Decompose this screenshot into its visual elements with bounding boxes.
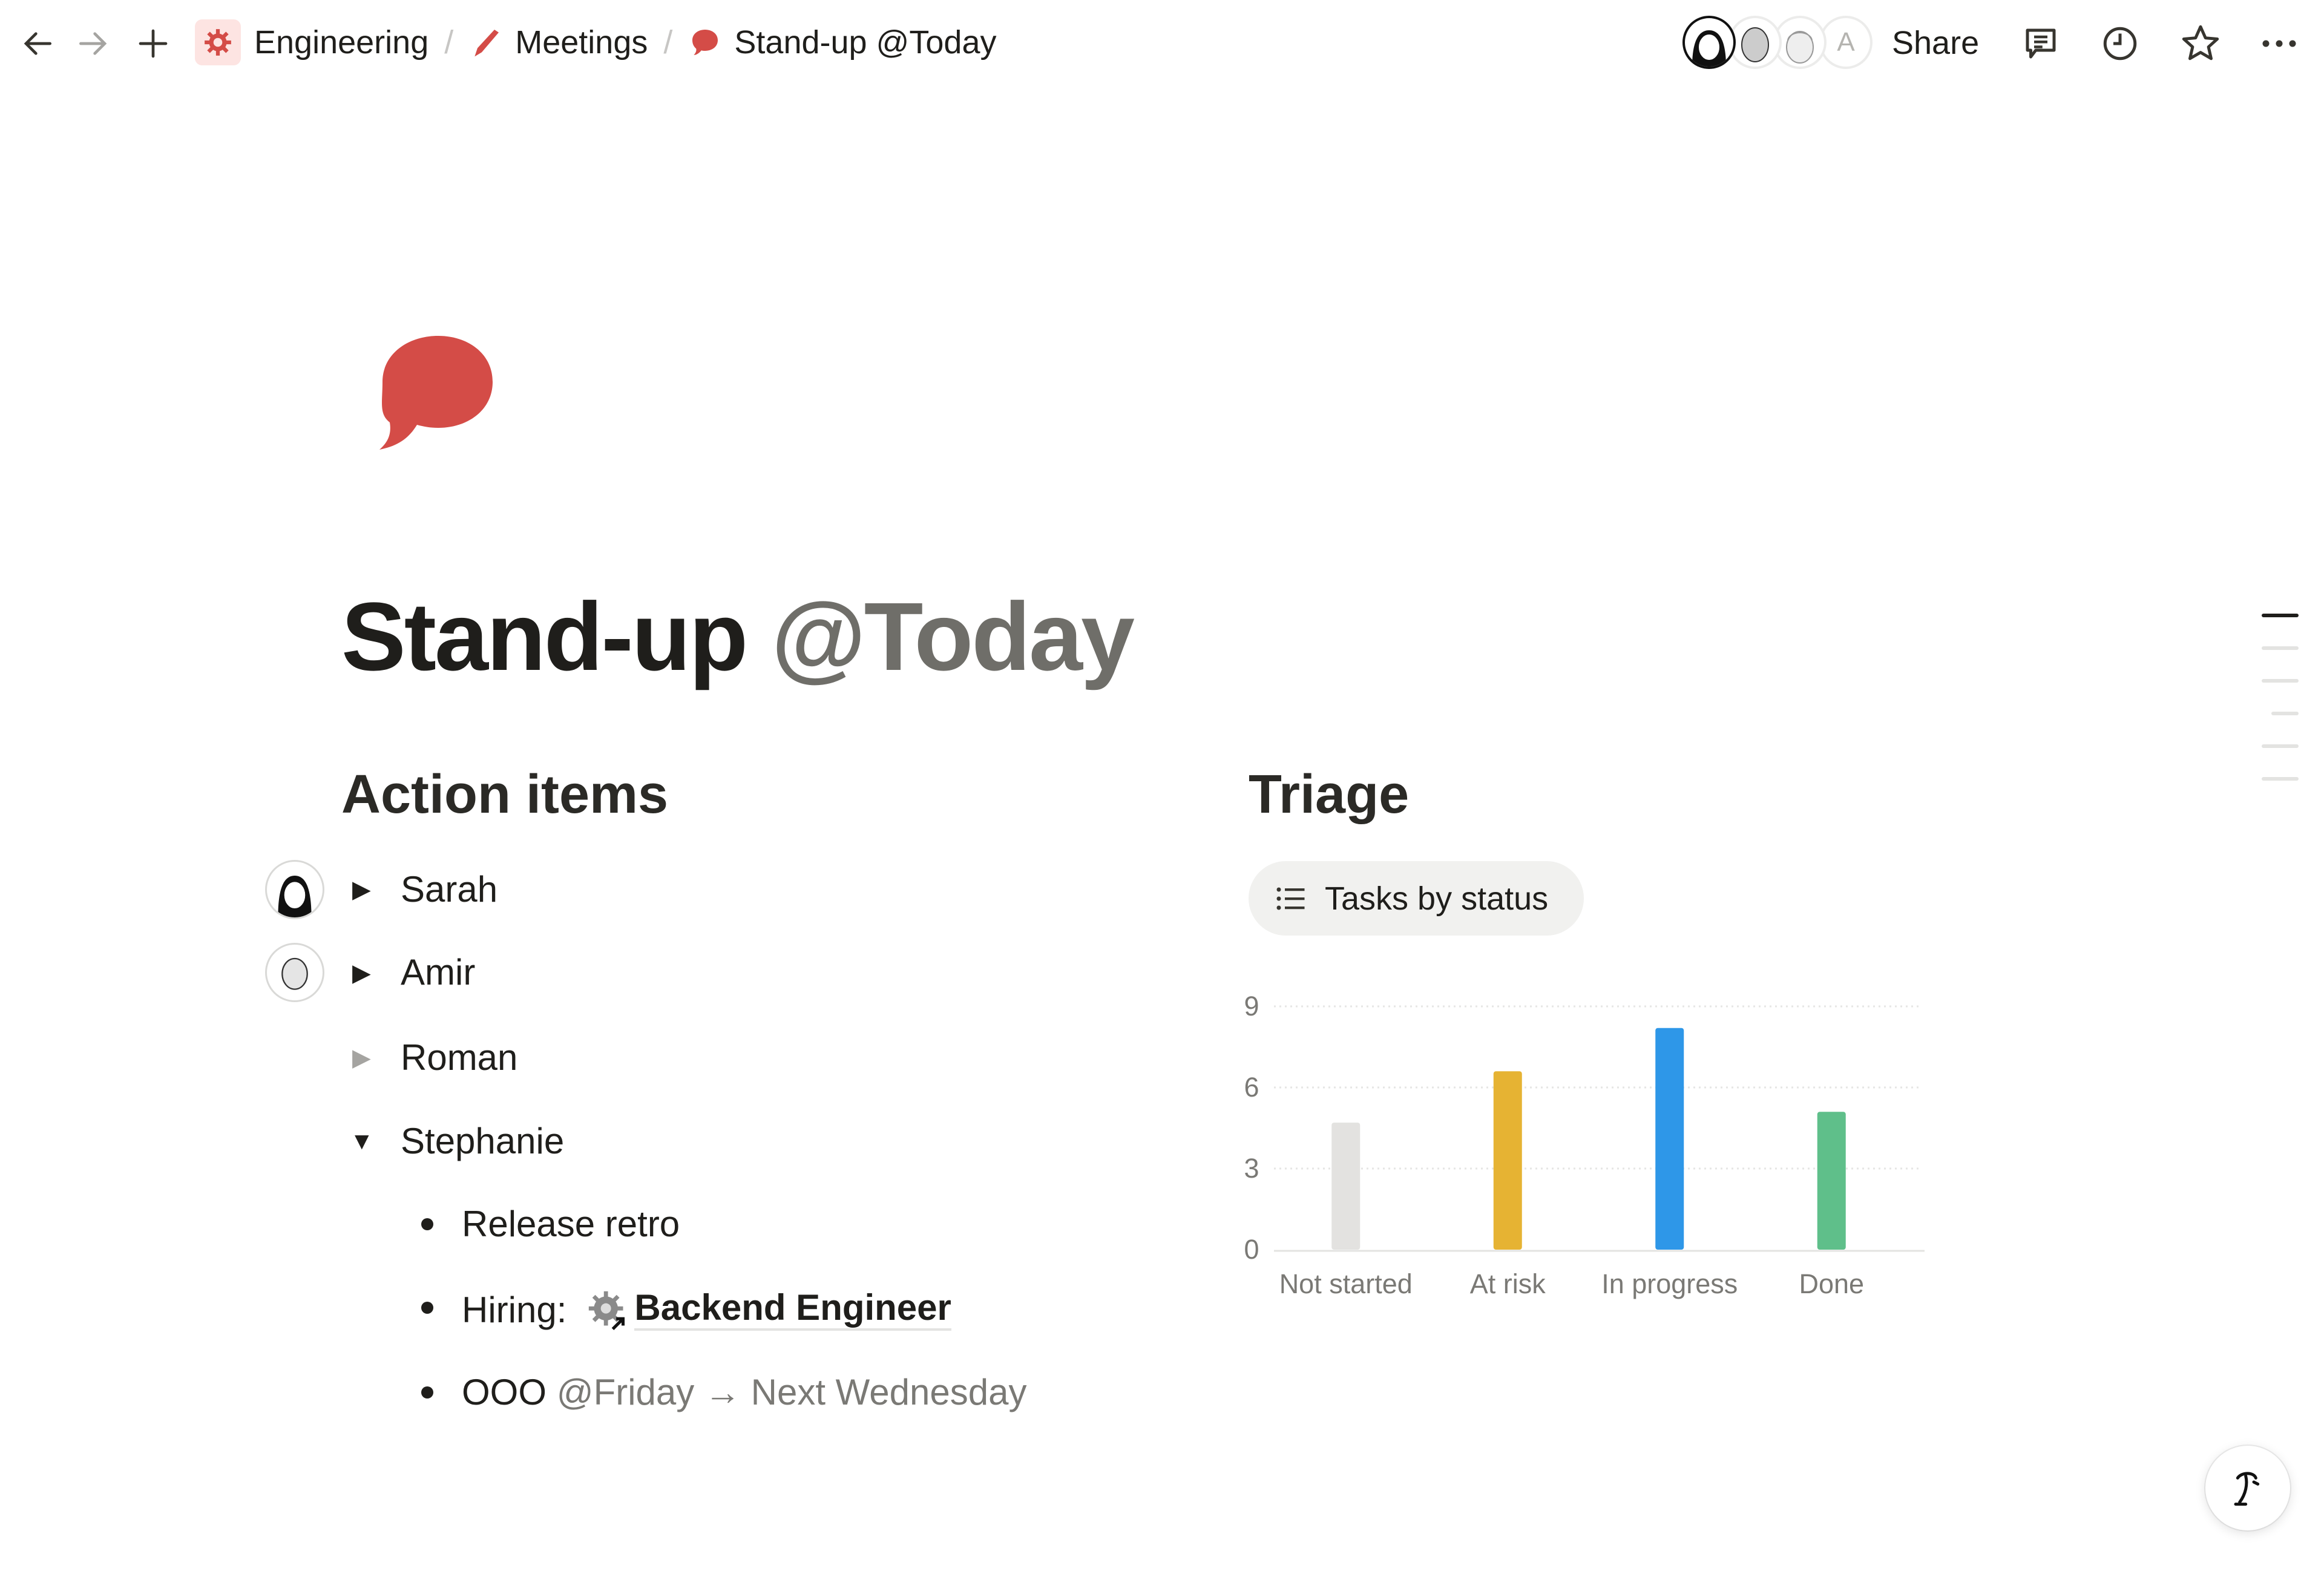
toggle-triangle-icon[interactable]: ▶ <box>352 960 371 986</box>
avatar <box>1728 16 1782 69</box>
speech-bubble-icon <box>692 30 718 55</box>
x-tick-label: Done <box>1799 1268 1864 1299</box>
avatar-amir <box>265 943 324 1002</box>
bullet-icon <box>421 1218 433 1230</box>
share-button[interactable]: Share <box>1892 25 1980 61</box>
bullet-icon <box>421 1386 433 1399</box>
bar-not-started <box>1331 1123 1361 1250</box>
arrow-right-icon: → <box>704 1372 741 1412</box>
breadcrumb-separator: / <box>444 24 454 61</box>
toggle-item-roman[interactable]: Roman <box>401 1037 518 1078</box>
toggle-triangle-expanded-icon[interactable]: ▼ <box>350 1128 374 1155</box>
plus-icon <box>139 29 168 58</box>
view-tab-tasks-by-status[interactable]: Tasks by status <box>1249 861 1584 936</box>
updates-button[interactable] <box>2098 22 2142 65</box>
bullet-icon <box>421 1302 433 1314</box>
collaborator-avatars[interactable]: A <box>1682 0 1873 85</box>
y-tick-label: 6 <box>1244 1072 1259 1103</box>
breadcrumb-item-engineering[interactable]: Engineering <box>195 19 428 65</box>
page-link[interactable]: Backend Engineer <box>587 1290 951 1331</box>
toggle-triangle-icon[interactable]: ▶ <box>352 1044 371 1071</box>
toc-line[interactable] <box>2262 744 2299 748</box>
page-link-label: Backend Engineer <box>634 1290 951 1331</box>
avatar <box>1773 16 1827 69</box>
pencil-icon <box>474 30 499 57</box>
date-end: Next Wednesday <box>750 1372 1027 1412</box>
toc-line[interactable] <box>2262 777 2299 781</box>
more-horizontal-icon <box>2262 40 2296 47</box>
new-page-button[interactable] <box>136 27 170 61</box>
list-item-hiring[interactable]: Hiring: Backend Engineer <box>462 1290 951 1331</box>
page-title[interactable]: Stand-up @Today <box>341 581 1135 692</box>
triage-heading: Triage <box>1249 764 1410 825</box>
toc-line[interactable] <box>2262 646 2299 650</box>
comments-button[interactable] <box>2019 22 2063 65</box>
toggle-item-sarah[interactable]: Sarah <box>401 869 498 910</box>
more-button[interactable] <box>2257 22 2301 65</box>
bar-done <box>1817 1112 1846 1250</box>
x-tick-label: Not started <box>1279 1268 1413 1299</box>
x-tick-label: In progress <box>1601 1268 1738 1299</box>
y-tick-label: 9 <box>1244 991 1259 1021</box>
breadcrumb-label: Stand-up @Today <box>734 24 997 61</box>
bar-in-progress <box>1655 1028 1684 1250</box>
date-mention[interactable]: @Today <box>771 582 1135 690</box>
comment-icon <box>2026 28 2056 59</box>
back-button[interactable] <box>22 27 56 61</box>
action-items-heading: Action items <box>341 764 669 825</box>
hiring-label: Hiring: <box>462 1290 567 1330</box>
list-item-ooo[interactable]: OOO @Friday → Next Wednesday <box>462 1374 1026 1411</box>
avatar <box>1682 16 1736 69</box>
arrow-right-icon <box>79 32 107 55</box>
toc-line[interactable] <box>2262 679 2299 683</box>
toggle-item-amir[interactable]: Amir <box>401 952 476 992</box>
y-tick-label: 3 <box>1244 1153 1259 1184</box>
gear-link-icon <box>589 1291 625 1330</box>
breadcrumb-separator: / <box>663 24 673 61</box>
toc-line[interactable] <box>2271 712 2299 715</box>
date-start: @Friday <box>556 1372 695 1412</box>
breadcrumb-label: Engineering <box>254 24 429 61</box>
avatar-sarah <box>265 860 324 919</box>
breadcrumb-item-standup[interactable]: Stand-up @Today <box>688 25 996 59</box>
x-tick-label: At risk <box>1470 1268 1546 1299</box>
avatar-initial: A <box>1837 27 1855 57</box>
ooo-label: OOO <box>462 1372 547 1412</box>
gear-icon <box>195 19 241 65</box>
bar-chart: 0 3 6 9 Not started At risk In progress Done <box>1244 991 1925 1299</box>
ai-assistant-icon <box>2234 1472 2260 1506</box>
toc-line-active[interactable] <box>2262 614 2299 617</box>
breadcrumb: Engineering / Meetings / Stand-up @Today <box>195 18 996 67</box>
title-text: Stand-up <box>341 582 748 690</box>
y-tick-label: 0 <box>1244 1234 1259 1265</box>
favorite-button[interactable] <box>2179 22 2222 65</box>
toggle-item-stephanie[interactable]: Stephanie <box>401 1121 565 1161</box>
toggle-triangle-icon[interactable]: ▶ <box>352 876 371 903</box>
list-icon <box>1276 887 1305 910</box>
page-icon[interactable] <box>358 327 504 472</box>
list-item-release-retro[interactable]: Release retro <box>462 1204 680 1244</box>
arrow-left-icon <box>24 32 51 55</box>
bar-at-risk <box>1493 1071 1522 1250</box>
breadcrumb-item-meetings[interactable]: Meetings <box>469 25 648 59</box>
avatar: A <box>1819 16 1873 69</box>
forward-button[interactable] <box>75 27 109 61</box>
help-button[interactable] <box>2205 1446 2290 1530</box>
clock-icon <box>2103 27 2137 61</box>
star-icon <box>2182 25 2219 61</box>
breadcrumb-label: Meetings <box>515 24 648 61</box>
date-range-mention[interactable]: @Friday → Next Wednesday <box>557 1372 1027 1412</box>
view-tab-label: Tasks by status <box>1325 880 1549 917</box>
table-of-contents[interactable] <box>2257 611 2306 787</box>
speech-bubble-icon <box>379 336 493 450</box>
